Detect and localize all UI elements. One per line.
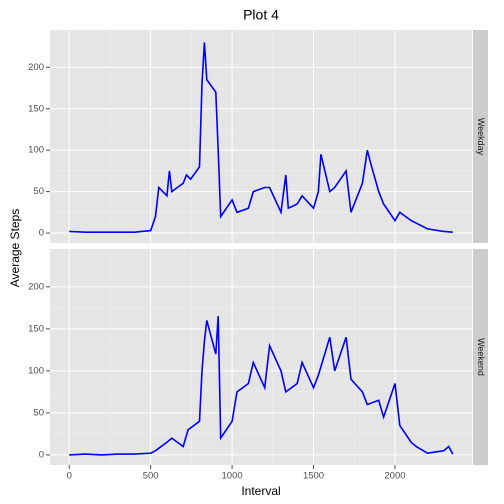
y-tick-label: 100 [28,365,44,376]
data-line [69,316,454,456]
facet-strip [473,249,488,465]
y-tick-label: 200 [28,281,44,292]
y-tick-label: 150 [28,103,44,114]
y-tick-label: 150 [28,323,44,334]
y-tick-label: 50 [33,186,44,197]
facet-strip [473,30,488,243]
panel-background [50,249,472,465]
x-tick-label: 2000 [384,471,405,482]
chart-title: Plot 4 [243,7,279,23]
y-tick-label: 0 [39,228,44,239]
x-tick-label: 1000 [222,471,243,482]
y-tick-label: 50 [33,407,44,418]
y-tick-label: 200 [28,62,44,73]
y-tick-label: 0 [39,449,44,460]
y-tick-label: 100 [28,145,44,156]
x-tick-label: 1500 [303,471,324,482]
data-line [69,42,453,233]
facet-strip-label: Weekday [476,118,486,156]
x-tick-label: 0 [67,471,72,482]
panel-background [50,30,472,243]
x-axis-label: Interval [241,484,280,498]
facet-strip-label: Weekend [476,338,486,376]
x-tick-label: 500 [143,471,159,482]
y-axis-label: Average Steps [8,209,22,288]
